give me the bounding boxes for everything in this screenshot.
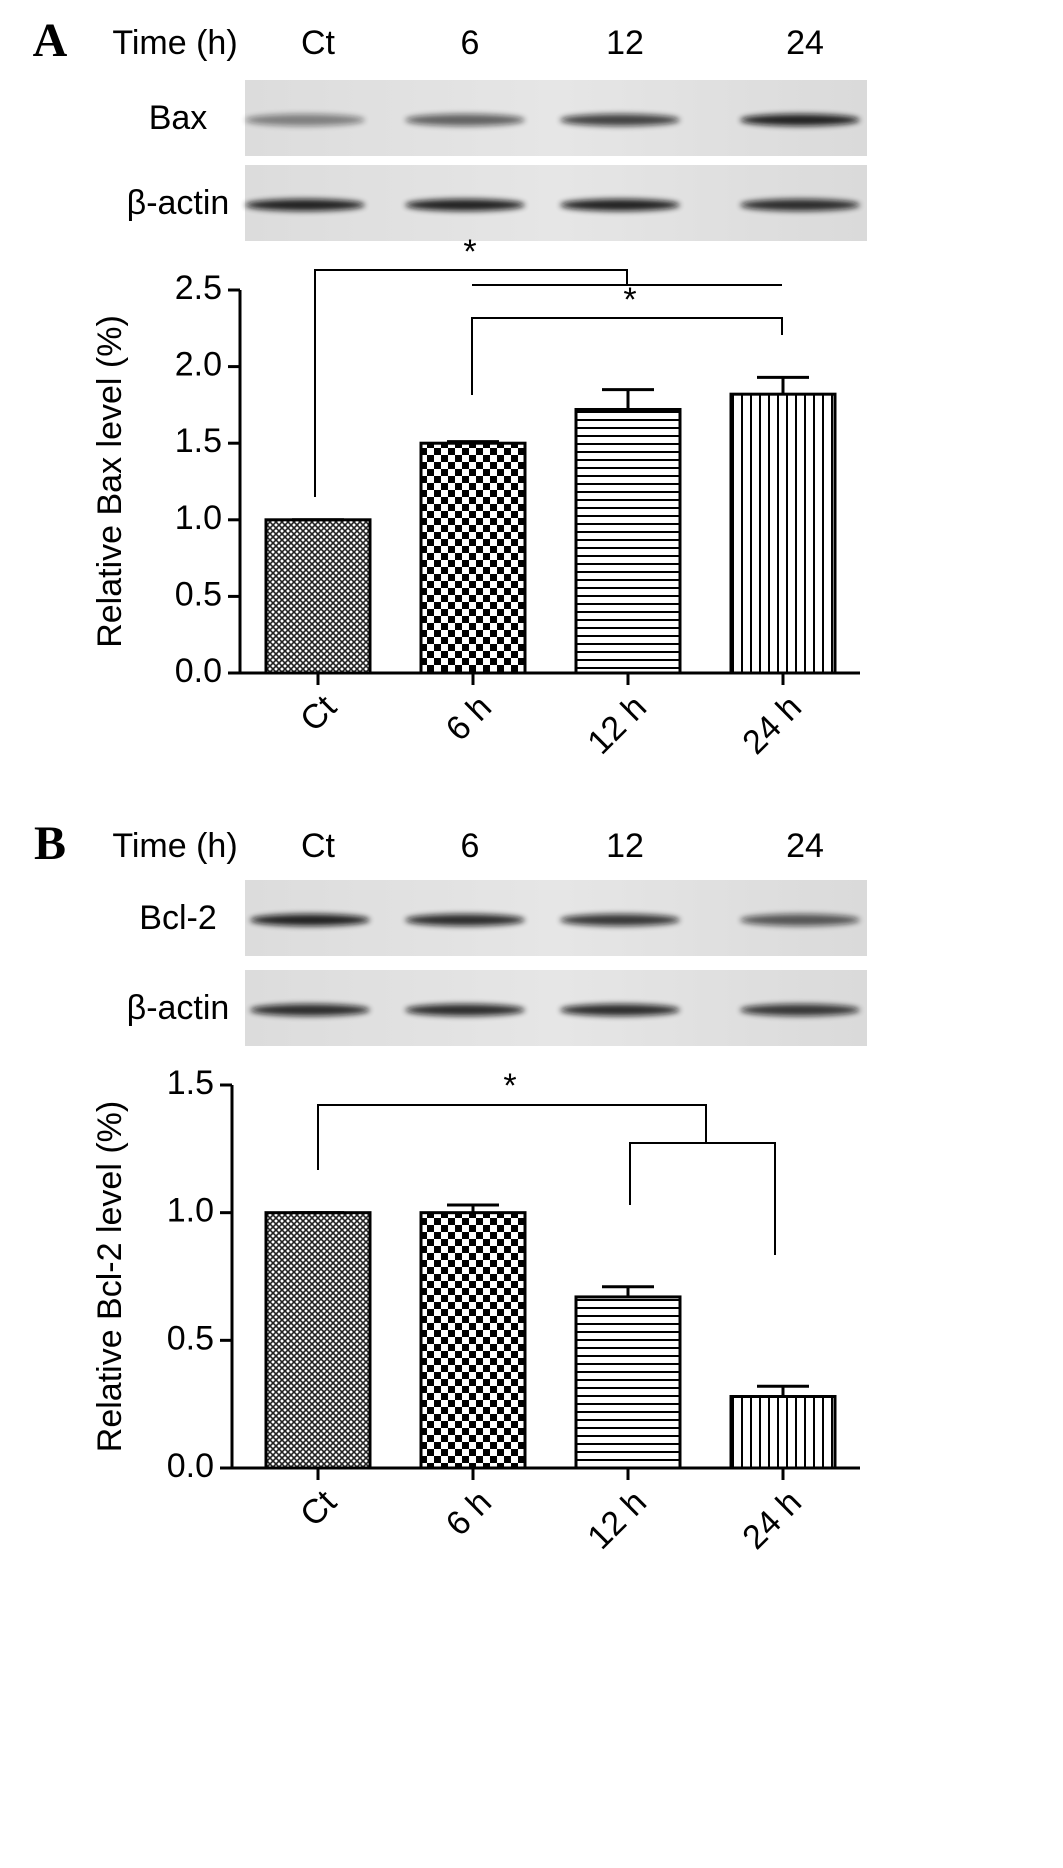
y-axis-label: Relative Bax level (%): [91, 315, 129, 648]
error-bar: [757, 1384, 809, 1397]
blot-header: Time (h): [112, 827, 237, 865]
lane-label: 24: [786, 24, 824, 62]
blot-band: [740, 1004, 860, 1016]
bar: [729, 392, 837, 675]
significance-bracket: [629, 1142, 776, 1255]
y-tick-label: 0.5: [175, 575, 222, 613]
bar: [574, 1295, 682, 1470]
lane-label: 24: [786, 827, 824, 865]
bar: [264, 518, 372, 675]
bar: [419, 441, 527, 675]
blot-band: [740, 114, 860, 126]
blot-band: [405, 199, 525, 211]
blot-row-label: β-actin: [127, 989, 230, 1027]
blot-band: [560, 914, 680, 926]
y-tick-label: 1.0: [175, 499, 222, 537]
blot-band: [560, 1004, 680, 1016]
lane-label: 6: [461, 827, 480, 865]
y-tick-label: 1.5: [167, 1064, 214, 1102]
y-tick-label: 1.0: [167, 1192, 214, 1230]
significance-bracket: [314, 269, 628, 497]
blot-band: [405, 114, 525, 126]
lane-label: 6: [461, 24, 480, 62]
error-bar: [447, 440, 499, 444]
x-tick-label: 12 h: [580, 688, 654, 762]
bar: [264, 1211, 372, 1470]
x-tick-label: 6 h: [439, 1483, 499, 1543]
significance-star: *: [503, 1067, 516, 1105]
y-tick-label: 2.0: [175, 346, 222, 384]
blot-band: [405, 1004, 525, 1016]
bar: [419, 1211, 527, 1470]
significance-bracket: [471, 317, 783, 395]
blot-row-label: Bcl-2: [139, 899, 216, 937]
y-tick-label: 0.5: [167, 1319, 214, 1357]
panel-label: B: [34, 817, 66, 870]
y-tick-label: 0.0: [175, 652, 222, 690]
blot-band: [560, 114, 680, 126]
panel-label: A: [33, 14, 68, 67]
blot-band: [250, 1004, 370, 1016]
blot-band: [245, 114, 365, 126]
y-tick-label: 2.5: [175, 269, 222, 307]
significance-star: *: [623, 281, 636, 319]
blot-band: [740, 199, 860, 211]
lane-label: Ct: [301, 827, 336, 865]
lane-label: 12: [606, 827, 644, 865]
x-tick-label: Ct: [293, 1483, 344, 1534]
blot-row-label: Bax: [149, 99, 208, 137]
x-tick-label: Ct: [293, 688, 344, 739]
blot-header: Time (h): [112, 24, 237, 62]
error-bar: [602, 388, 654, 410]
blot-row-label: β-actin: [127, 184, 230, 222]
x-tick-label: 24 h: [735, 1483, 809, 1557]
error-bar: [757, 375, 809, 395]
x-tick-label: 12 h: [580, 1483, 654, 1557]
y-axis-label: Relative Bcl-2 level (%): [91, 1101, 129, 1452]
blot-band: [250, 914, 370, 926]
error-bar: [447, 1203, 499, 1213]
blot-band: [245, 199, 365, 211]
lane-label: Ct: [301, 24, 336, 62]
y-tick-label: 0.0: [167, 1447, 214, 1485]
x-tick-label: 6 h: [439, 688, 499, 748]
x-tick-label: 24 h: [735, 688, 809, 762]
bar: [574, 407, 682, 675]
blot-band: [560, 199, 680, 211]
lane-label: 12: [606, 24, 644, 62]
significance-star: *: [463, 233, 476, 271]
blot-band: [740, 914, 860, 926]
significance-bracket: [317, 1104, 707, 1170]
error-bar: [602, 1285, 654, 1297]
bar: [729, 1395, 837, 1470]
y-tick-label: 1.5: [175, 422, 222, 460]
blot-band: [405, 914, 525, 926]
